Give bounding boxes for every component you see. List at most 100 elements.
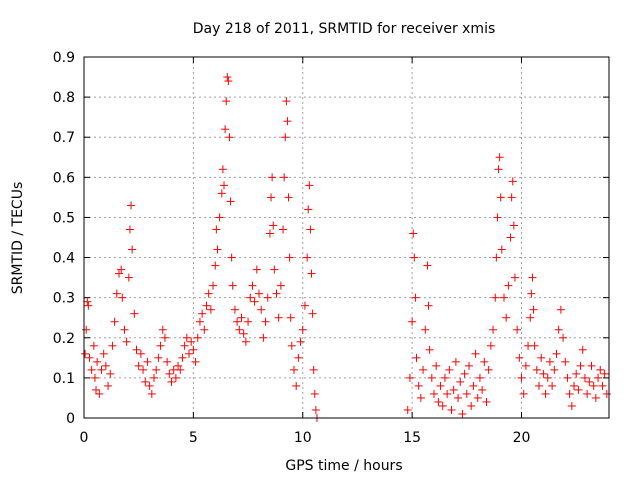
data-point: [268, 173, 277, 182]
data-point: [286, 313, 295, 322]
data-point: [311, 405, 320, 414]
data-point: [497, 245, 506, 254]
data-point: [491, 293, 500, 302]
data-point: [244, 317, 253, 326]
data-point: [600, 369, 609, 378]
data-point: [139, 365, 148, 374]
data-point: [526, 313, 535, 322]
data-point: [117, 265, 126, 274]
data-point: [528, 273, 537, 282]
data-point: [128, 245, 137, 254]
data-point: [99, 349, 108, 358]
data-point: [235, 325, 244, 334]
data-point: [475, 373, 484, 382]
data-point: [150, 373, 158, 382]
data-point: [224, 77, 233, 86]
data-point: [495, 153, 504, 162]
data-point: [527, 289, 536, 298]
data-point: [507, 193, 516, 202]
data-point: [432, 361, 441, 370]
data-point: [576, 361, 585, 370]
data-point: [309, 365, 318, 374]
data-point: [414, 381, 423, 390]
data-point: [223, 73, 232, 82]
data-point: [209, 281, 218, 290]
data-point: [554, 325, 563, 334]
data-point: [248, 281, 257, 290]
y-tick-label: 0.6: [53, 170, 75, 186]
data-point: [310, 389, 319, 398]
data-point: [532, 365, 541, 374]
data-point: [556, 305, 565, 314]
data-point: [83, 297, 92, 306]
data-point: [410, 253, 419, 262]
data-point: [307, 269, 316, 278]
data-point: [416, 393, 425, 402]
data-point: [561, 357, 570, 366]
data-point: [191, 357, 200, 366]
data-point: [465, 361, 473, 370]
data-point: [89, 341, 98, 350]
data-point: [212, 225, 221, 234]
data-point: [563, 373, 572, 382]
data-point: [156, 341, 165, 350]
plot-frame: [83, 56, 610, 419]
data-point: [296, 337, 305, 346]
data-point: [263, 293, 272, 302]
data-point: [217, 189, 226, 198]
data-point: [97, 365, 106, 374]
y-tick-label: 0.1: [53, 371, 75, 387]
data-point: [535, 381, 543, 390]
data-point: [279, 225, 288, 234]
data-point: [225, 133, 234, 142]
y-tick-label: 0: [66, 411, 75, 427]
data-point: [118, 293, 127, 302]
data-point: [570, 381, 578, 390]
data-point: [127, 201, 136, 210]
data-point: [85, 353, 94, 362]
data-point: [473, 393, 482, 402]
data-point: [462, 389, 471, 398]
data-point: [496, 193, 505, 202]
x-tick-label: 0: [80, 430, 89, 446]
data-point: [445, 365, 454, 374]
data-point: [252, 265, 261, 274]
data-point: [300, 301, 309, 310]
data-point: [237, 313, 246, 322]
data-point: [233, 317, 242, 326]
data-point: [304, 205, 313, 214]
axis-ticks: 0 0.1 0.2 0.3 0.4 0.5 0.6 0.7 0.8 0.9 0 5 10 15 20: [53, 50, 609, 446]
data-point: [239, 329, 248, 338]
data-point: [259, 333, 268, 342]
data-point: [460, 369, 469, 378]
data-point: [174, 361, 183, 370]
data-point: [189, 345, 198, 354]
data-point: [440, 373, 449, 382]
y-tick-label: 0.7: [53, 130, 75, 146]
data-point: [493, 213, 502, 222]
data-point: [213, 245, 222, 254]
data-point: [226, 197, 235, 206]
data-point: [124, 273, 133, 282]
data-point: [218, 165, 227, 174]
data-point: [574, 385, 583, 394]
grid: [84, 57, 609, 418]
data-point: [594, 373, 603, 382]
data-point: [587, 361, 596, 370]
data-point: [282, 97, 291, 106]
data-point: [509, 221, 518, 230]
data-point: [180, 341, 189, 350]
data-point: [303, 253, 312, 262]
data-point: [87, 365, 96, 374]
data-point: [425, 345, 434, 354]
data-point: [281, 133, 290, 142]
data-point: [81, 349, 90, 358]
data-point: [283, 117, 292, 126]
data-point: [408, 317, 417, 326]
data-point: [423, 261, 432, 270]
x-tick-label: 10: [294, 430, 312, 446]
y-tick-label: 0.9: [53, 50, 75, 66]
data-point: [182, 333, 191, 342]
data-point: [580, 373, 589, 382]
